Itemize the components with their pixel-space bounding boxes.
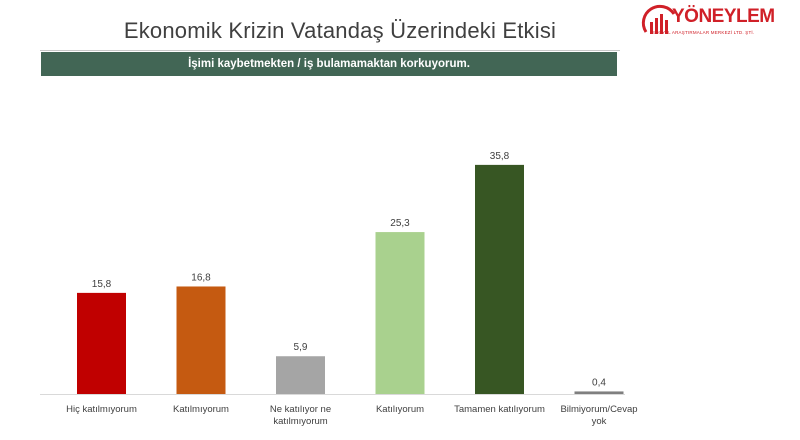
logo-tagline: SOSYAL ARAŞTIRMALAR MERKEZİ LTD. ŞTİ. bbox=[652, 30, 755, 35]
category-label-1: Hiç katılmıyorum bbox=[66, 404, 137, 415]
category-label-4: Katılıyorum bbox=[376, 404, 424, 415]
bar-4 bbox=[375, 232, 425, 394]
category-label-2: Katılmıyorum bbox=[173, 404, 229, 415]
title-divider bbox=[40, 50, 620, 51]
category-label-6: Bilmiyorum/Cevap yok bbox=[560, 404, 637, 427]
category-label-5: Tamamen katılıyorum bbox=[454, 404, 545, 415]
value-label-3: 5,9 bbox=[294, 342, 308, 353]
category-label-3: Ne katılıyor ne katılmıyorum bbox=[270, 404, 331, 427]
bar-3 bbox=[276, 356, 325, 394]
company-logo: YÖNEYLEM SOSYAL ARAŞTIRMALAR MERKEZİ LTD… bbox=[640, 2, 790, 46]
question-banner: İşimi kaybetmekten / iş bulamamaktan kor… bbox=[41, 52, 617, 76]
value-label-6: 0,4 bbox=[592, 377, 606, 388]
logo-wordmark: YÖNEYLEM bbox=[672, 6, 775, 27]
logo-icon bbox=[641, 4, 676, 34]
bar-6 bbox=[574, 391, 624, 394]
bar-5 bbox=[475, 164, 524, 394]
bar-2 bbox=[176, 286, 226, 394]
value-label-4: 25,3 bbox=[390, 218, 410, 229]
value-label-5: 35,8 bbox=[490, 151, 510, 162]
page-title: Ekonomik Krizin Vatandaş Üzerindeki Etki… bbox=[123, 18, 557, 43]
value-label-2: 16,8 bbox=[191, 272, 211, 283]
value-label-1: 15,8 bbox=[92, 279, 112, 290]
bar-1 bbox=[77, 292, 126, 394]
